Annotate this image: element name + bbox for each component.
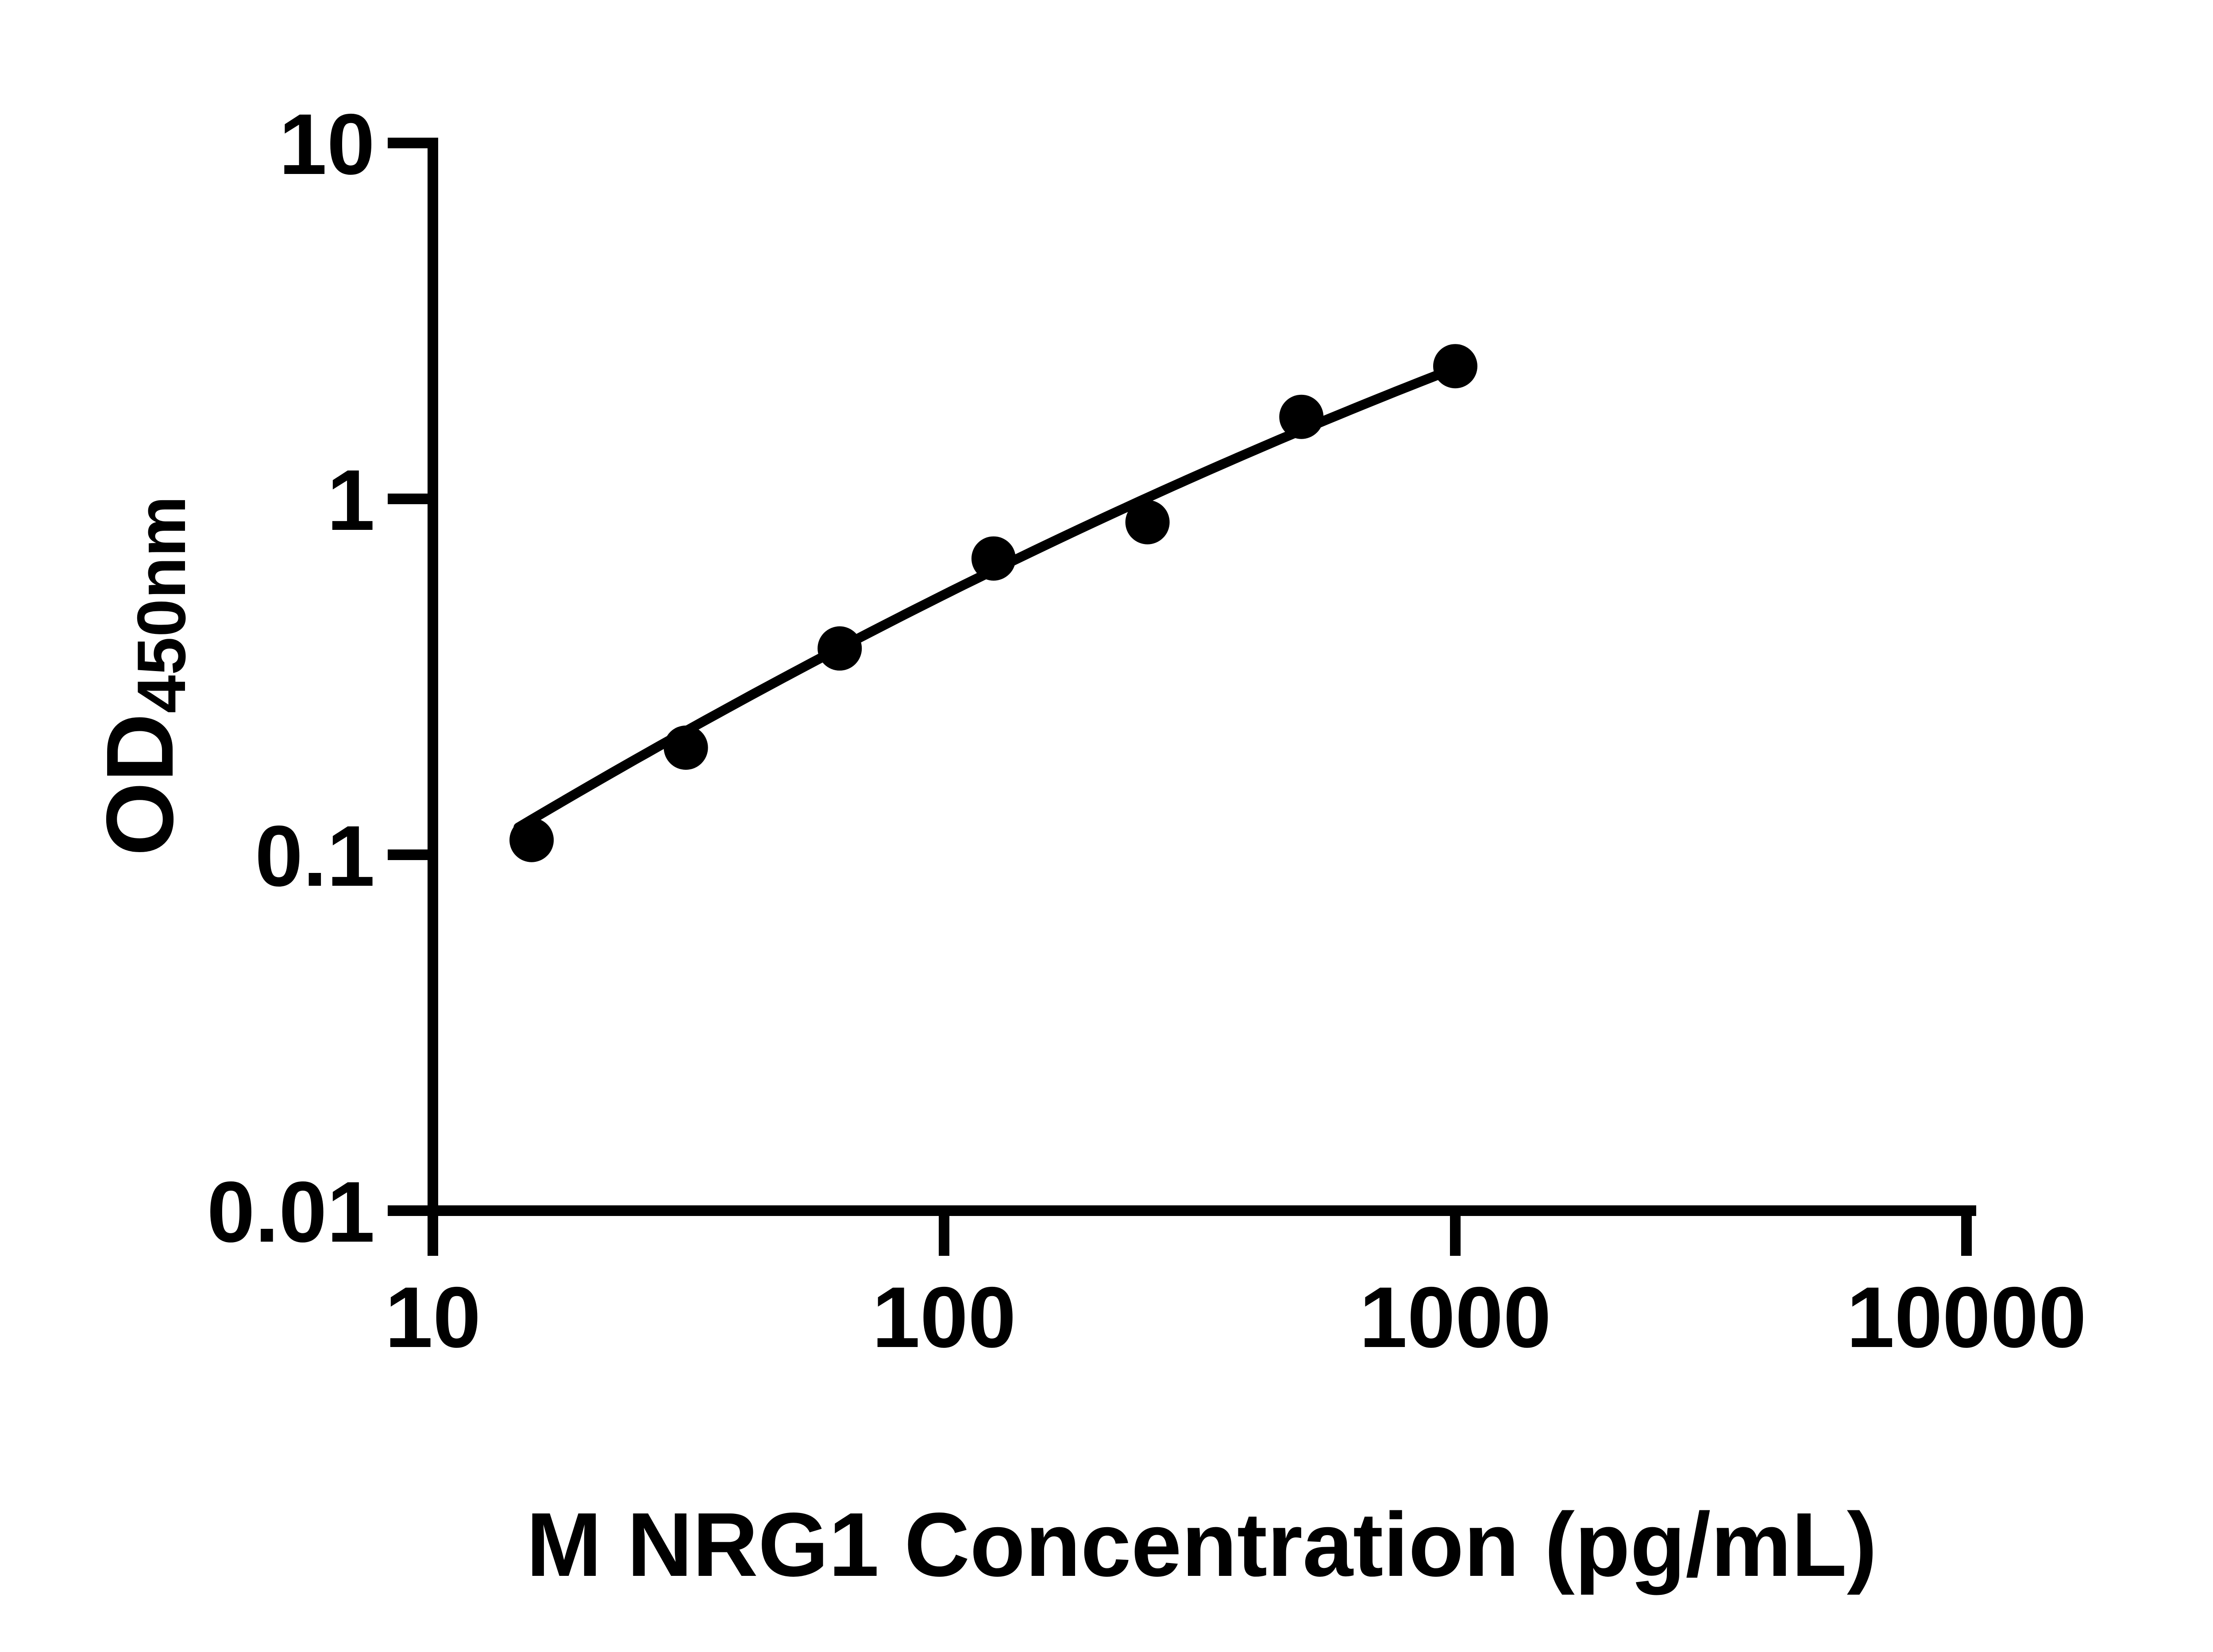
data-point xyxy=(817,626,862,671)
x-tick-label: 1000 xyxy=(1359,1269,1551,1366)
fit-curve xyxy=(513,363,1460,833)
axis-ticks xyxy=(388,138,1972,1256)
x-tick-label: 10000 xyxy=(1847,1269,2086,1366)
y-axis-title-main: OD xyxy=(86,713,193,856)
x-tick-label: 10 xyxy=(385,1269,481,1366)
y-tick-label: 1 xyxy=(327,452,375,548)
data-point xyxy=(509,818,554,862)
data-point xyxy=(1279,394,1324,439)
data-points-group xyxy=(509,344,1477,862)
x-axis-title: M NRG1 Concentration (pg/mL) xyxy=(526,1494,1877,1595)
x-tick-label: 100 xyxy=(872,1269,1016,1366)
y-tick-label: 10 xyxy=(279,96,375,193)
data-point xyxy=(663,726,708,770)
y-tick-label: 0.1 xyxy=(255,808,375,904)
tick-labels: 10 100 1000 10000 10 1 0.1 0.01 xyxy=(207,96,2086,1366)
data-point xyxy=(1125,500,1170,544)
data-point xyxy=(971,536,1016,581)
y-tick-label: 0.01 xyxy=(207,1164,375,1260)
data-point xyxy=(1433,344,1477,389)
y-axis-title-subscript: 450nm xyxy=(123,496,200,713)
y-axis-title: OD450nm xyxy=(86,496,200,856)
fit-curve-group xyxy=(513,363,1460,833)
axes xyxy=(388,138,1976,1256)
